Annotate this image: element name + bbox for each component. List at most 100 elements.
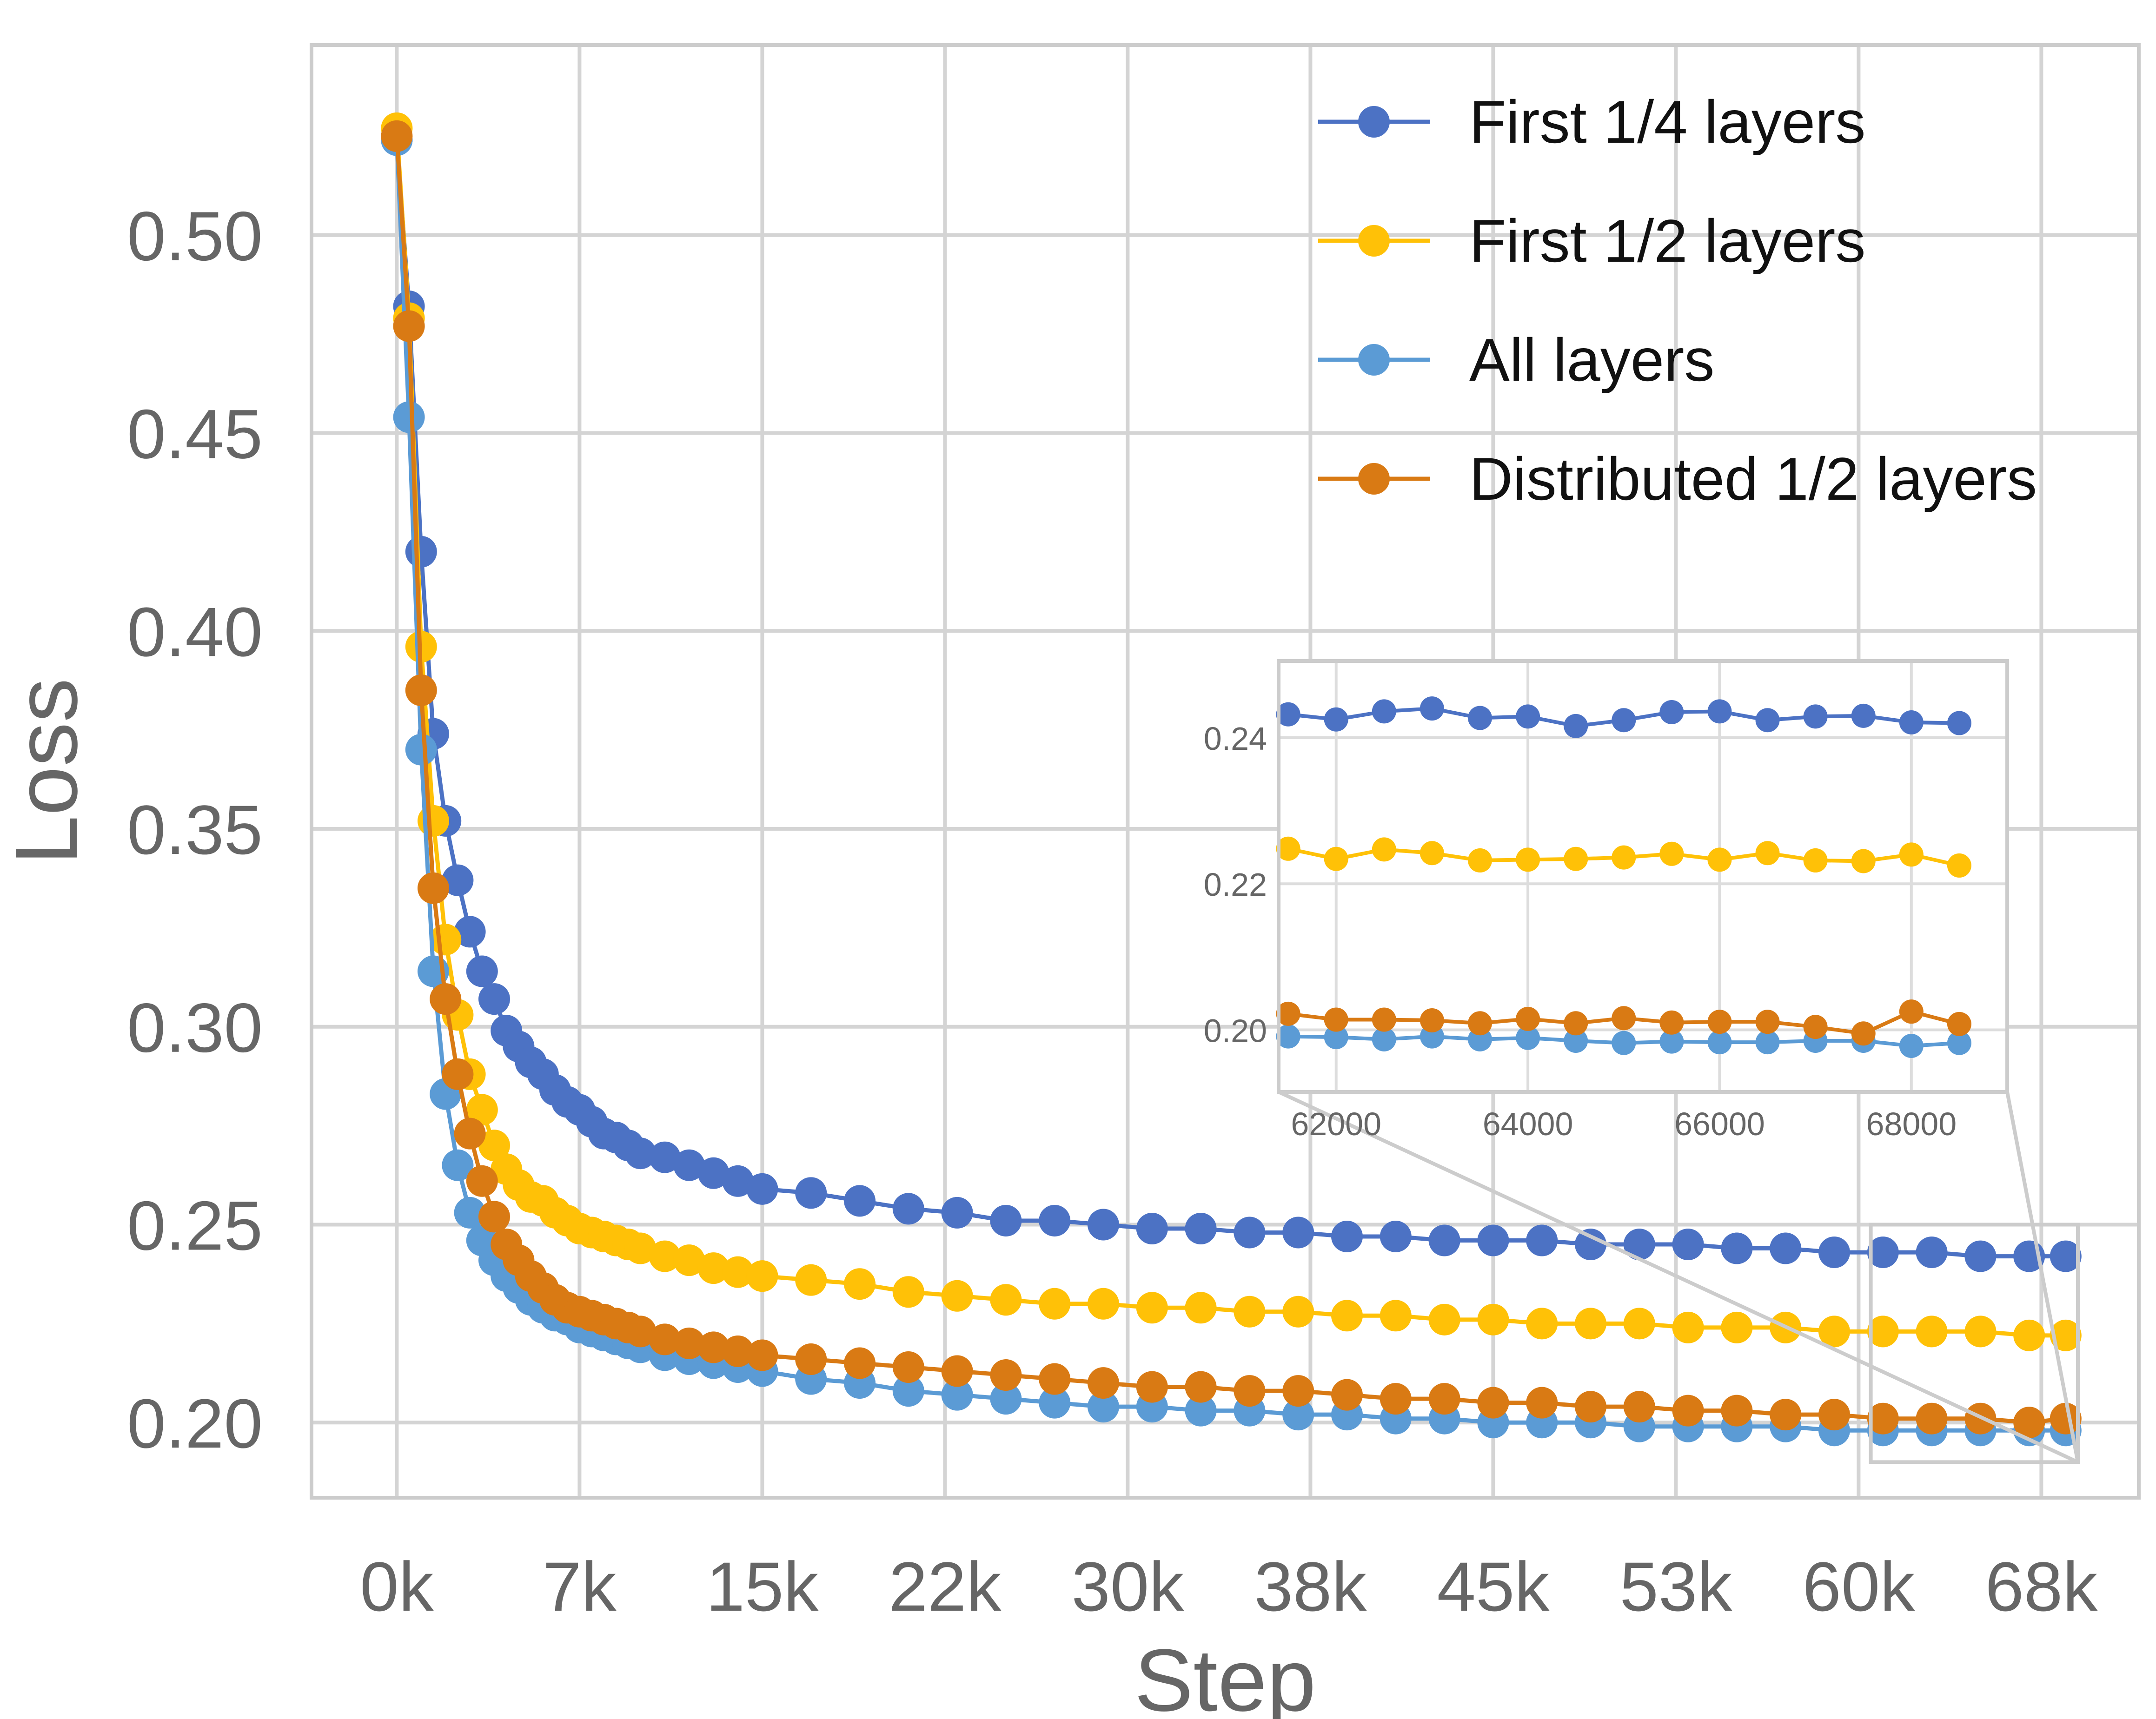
series-distributed-1-2-layers — [381, 120, 2082, 1439]
data-point — [1526, 1387, 1558, 1419]
data-point — [1575, 1308, 1606, 1340]
data-point — [673, 1244, 705, 1276]
data-point — [1672, 1395, 1704, 1427]
inset-data-point — [1803, 1015, 1828, 1039]
data-point — [1526, 1224, 1558, 1256]
zoom-region-box — [1869, 1223, 2080, 1464]
data-point — [405, 536, 437, 568]
data-point — [1818, 1316, 1850, 1348]
data-point — [478, 983, 510, 1015]
data-point — [1770, 1232, 1802, 1264]
data-point — [1331, 1300, 1363, 1332]
inset-data-point — [1803, 704, 1828, 729]
data-point — [1088, 1367, 1119, 1399]
data-point — [478, 1130, 510, 1162]
inset-data-point — [1467, 848, 1492, 873]
legend-label: First 1/4 layers — [1469, 88, 1865, 156]
data-point — [2050, 1240, 2082, 1272]
inset-x-tick-label: 66000 — [1674, 1106, 1765, 1142]
data-point — [1039, 1288, 1071, 1320]
inset-series-distributed-1-2-layers — [1276, 999, 1971, 1046]
y-tick-label: 0.45 — [127, 395, 263, 473]
data-point — [405, 734, 437, 766]
inset-data-point — [1276, 1001, 1300, 1026]
data-point — [1477, 1303, 1509, 1336]
data-point — [1428, 1383, 1460, 1415]
inset-data-point — [1612, 1006, 1636, 1031]
inset-data-point — [1707, 1010, 1732, 1034]
data-point — [624, 1137, 657, 1170]
data-point — [2013, 1407, 2045, 1439]
data-point — [1136, 1212, 1168, 1244]
x-tick-label: 53k — [1619, 1547, 1732, 1626]
data-point — [1136, 1292, 1168, 1324]
x-tick-label: 60k — [1802, 1547, 1915, 1626]
data-point — [1867, 1236, 1899, 1269]
data-point — [454, 1117, 486, 1150]
data-point — [746, 1339, 778, 1371]
inset-data-point — [1707, 847, 1732, 872]
inset-y-tick-label: 0.24 — [1204, 721, 1267, 757]
legend: First 1/4 layers First 1/2 layers All laye… — [1318, 88, 2037, 513]
data-point — [1136, 1371, 1168, 1403]
data-point — [1380, 1383, 1412, 1415]
zoom-connector — [2005, 1091, 2080, 1463]
data-point — [478, 1201, 510, 1233]
inset-y-tick-label: 0.20 — [1204, 1012, 1267, 1049]
data-point — [454, 1197, 486, 1229]
data-point — [697, 1157, 730, 1189]
data-point — [1623, 1308, 1655, 1340]
data-point — [454, 916, 486, 948]
inset-data-point — [1324, 846, 1348, 871]
data-point — [1088, 1209, 1119, 1241]
inset-series — [1276, 696, 1971, 1058]
inset-data-point — [1516, 704, 1540, 729]
data-point — [722, 1335, 754, 1367]
data-point — [1234, 1217, 1266, 1249]
main-series — [381, 112, 2082, 1447]
data-point — [892, 1193, 924, 1225]
data-point — [381, 120, 413, 152]
data-point — [1721, 1395, 1753, 1427]
inset-data-point — [1755, 841, 1780, 866]
data-point — [722, 1165, 754, 1197]
data-point — [1088, 1391, 1119, 1423]
data-point — [466, 955, 498, 987]
data-point — [892, 1375, 924, 1407]
data-point — [430, 983, 462, 1015]
data-point — [1575, 1229, 1606, 1261]
inset-data-point — [1276, 1024, 1300, 1049]
inset-y-tick-label: 0.22 — [1204, 866, 1267, 903]
data-point — [1916, 1402, 1948, 1435]
data-point — [697, 1252, 730, 1284]
inset-data-point — [1659, 1029, 1684, 1054]
data-point — [393, 401, 425, 433]
data-point — [624, 1316, 657, 1348]
inset-data-point — [1707, 1030, 1732, 1055]
data-point — [466, 1094, 498, 1126]
data-point — [1477, 1387, 1509, 1419]
inset-data-point — [1707, 699, 1732, 724]
zoom-indicator — [1278, 1090, 2080, 1464]
x-tick-label: 0k — [360, 1547, 434, 1626]
data-point — [697, 1331, 730, 1363]
data-point — [430, 924, 462, 956]
y-tick-label: 0.50 — [127, 197, 263, 275]
data-point — [393, 310, 425, 342]
data-point — [1672, 1229, 1704, 1261]
legend-label: Distributed 1/2 layers — [1469, 445, 2037, 513]
data-point — [892, 1276, 924, 1308]
data-point — [1380, 1300, 1412, 1332]
inset-data-point — [1612, 708, 1636, 733]
inset-zoom-chart: 62000 64000 66000 68000 0.20 0.22 0.24 — [1204, 659, 2009, 1142]
data-point — [1575, 1391, 1606, 1423]
data-point — [649, 1323, 681, 1355]
inset-data-point — [1420, 1008, 1444, 1033]
data-point — [844, 1185, 876, 1217]
data-point — [1818, 1236, 1850, 1269]
data-point — [1721, 1311, 1753, 1343]
data-point — [624, 1232, 657, 1264]
y-tick-label: 0.20 — [127, 1384, 263, 1462]
x-tick-label: 15k — [706, 1547, 819, 1626]
